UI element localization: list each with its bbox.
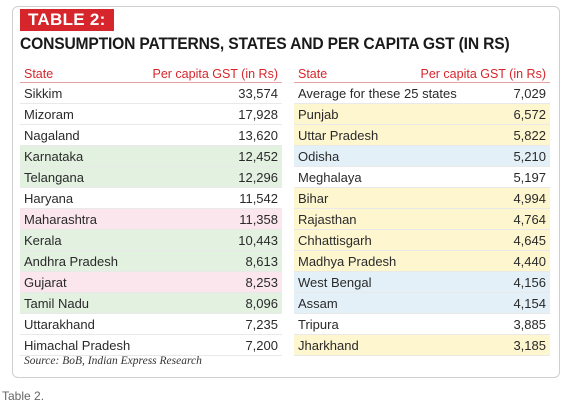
per-capita-gst-value: 5,210: [513, 148, 546, 164]
figure-caption: Table 2.: [2, 389, 45, 403]
table-row: Tripura 3,885: [294, 314, 550, 335]
per-capita-gst-value: 13,620: [238, 127, 278, 143]
table-row: Himachal Pradesh 7,200: [20, 335, 282, 356]
state-name: Tripura: [298, 316, 339, 332]
per-capita-gst-value: 4,156: [513, 274, 546, 290]
left-table: State Per capita GST (in Rs) Sikkim 33,57…: [20, 65, 282, 356]
per-capita-gst-value: 4,645: [513, 232, 546, 248]
table-row: Sikkim 33,574: [20, 83, 282, 104]
state-name: Sikkim: [24, 85, 63, 101]
table-row: Madhya Pradesh 4,440: [294, 251, 550, 272]
state-name: Bihar: [298, 190, 329, 206]
table-row: Chhattisgarh 4,645: [294, 230, 550, 251]
per-capita-gst-value: 8,096: [245, 295, 278, 311]
table-row: Tamil Nadu 8,096: [20, 293, 282, 314]
table-row: Punjab 6,572: [294, 104, 550, 125]
per-capita-gst-value: 7,235: [245, 316, 278, 332]
table-row: Mizoram 17,928: [20, 104, 282, 125]
table-row: Jharkhand 3,185: [294, 335, 550, 356]
state-name: Odisha: [298, 148, 340, 164]
right-col-state-header: State: [298, 66, 328, 81]
table-row: Maharashtra 11,358: [20, 209, 282, 230]
state-name: Mizoram: [24, 106, 74, 122]
state-name: Karnataka: [24, 148, 84, 164]
table-row: West Bengal 4,156: [294, 272, 550, 293]
state-name: Tamil Nadu: [24, 295, 90, 311]
per-capita-gst-value: 3,885: [513, 316, 546, 332]
source-note: Source: BoB, Indian Express Research: [24, 355, 202, 367]
left-table-body: Sikkim 33,574 Mizoram 17,928 Nagaland 13,620 K…: [20, 83, 282, 356]
left-col-value-header: Per capita GST (in Rs): [152, 66, 278, 81]
state-name: Telangana: [24, 169, 84, 185]
state-name: Meghalaya: [298, 169, 362, 185]
state-name: Assam: [298, 295, 338, 311]
state-name: Rajasthan: [298, 211, 357, 227]
per-capita-gst-value: 4,440: [513, 253, 546, 269]
state-name: Uttarakhand: [24, 316, 95, 332]
per-capita-gst-value: 11,542: [239, 190, 278, 206]
right-col-value-header: Per capita GST (in Rs): [420, 66, 546, 81]
per-capita-gst-value: 7,200: [245, 337, 278, 353]
state-name: Himachal Pradesh: [24, 337, 131, 353]
per-capita-gst-value: 8,613: [245, 253, 278, 269]
state-name: Andhra Pradesh: [24, 253, 118, 269]
per-capita-gst-value: 4,154: [513, 295, 546, 311]
per-capita-gst-value: 12,452: [238, 148, 278, 164]
state-name: Uttar Pradesh: [298, 127, 379, 143]
table-row: Karnataka 12,452: [20, 146, 282, 167]
table-row: Nagaland 13,620: [20, 125, 282, 146]
per-capita-gst-value: 3,185: [513, 337, 546, 353]
state-name: Jharkhand: [298, 337, 359, 353]
table-row: Telangana 12,296: [20, 167, 282, 188]
table-row: Rajasthan 4,764: [294, 209, 550, 230]
table-row: Odisha 5,210: [294, 146, 550, 167]
right-table-body: Average for these 25 states 7,029 Punjab 6,…: [294, 83, 550, 356]
per-capita-gst-value: 4,994: [513, 190, 546, 206]
per-capita-gst-value: 6,572: [513, 106, 546, 122]
per-capita-gst-value: 5,197: [513, 169, 546, 185]
table-row: Uttar Pradesh 5,822: [294, 125, 550, 146]
left-col-state-header: State: [24, 66, 54, 81]
table-row: Kerala 10,443: [20, 230, 282, 251]
state-name: Maharashtra: [24, 211, 97, 227]
per-capita-gst-value: 11,358: [239, 211, 278, 227]
state-name: Punjab: [298, 106, 339, 122]
table-badge: TABLE 2:: [20, 9, 114, 31]
per-capita-gst-value: 33,574: [238, 85, 278, 101]
table-row: Haryana 11,542: [20, 188, 282, 209]
table-row: Assam 4,154: [294, 293, 550, 314]
per-capita-gst-value: 4,764: [513, 211, 546, 227]
table-row: Gujarat 8,253: [20, 272, 282, 293]
state-name: Kerala: [24, 232, 62, 248]
left-table-header: State Per capita GST (in Rs): [20, 65, 282, 83]
right-table-header: State Per capita GST (in Rs): [294, 65, 550, 83]
table-row: Meghalaya 5,197: [294, 167, 550, 188]
state-name: Haryana: [24, 190, 74, 206]
per-capita-gst-value: 8,253: [245, 274, 278, 290]
state-name: Nagaland: [24, 127, 80, 143]
per-capita-gst-value: 12,296: [238, 169, 278, 185]
table-row: Average for these 25 states 7,029: [294, 83, 550, 104]
per-capita-gst-value: 10,443: [238, 232, 278, 248]
per-capita-gst-value: 5,822: [513, 127, 546, 143]
right-table: State Per capita GST (in Rs) Average for…: [294, 65, 550, 356]
state-name: West Bengal: [298, 274, 372, 290]
state-name: Gujarat: [24, 274, 67, 290]
state-name: Average for these 25 states: [298, 85, 457, 101]
state-name: Chhattisgarh: [298, 232, 372, 248]
table-row: Bihar 4,994: [294, 188, 550, 209]
state-name: Madhya Pradesh: [298, 253, 397, 269]
table-row: Andhra Pradesh 8,613: [20, 251, 282, 272]
per-capita-gst-value: 7,029: [513, 85, 546, 101]
table-row: Uttarakhand 7,235: [20, 314, 282, 335]
table-title: CONSUMPTION PATTERNS, STATES AND PER CAP…: [20, 34, 510, 53]
per-capita-gst-value: 17,928: [238, 106, 278, 122]
